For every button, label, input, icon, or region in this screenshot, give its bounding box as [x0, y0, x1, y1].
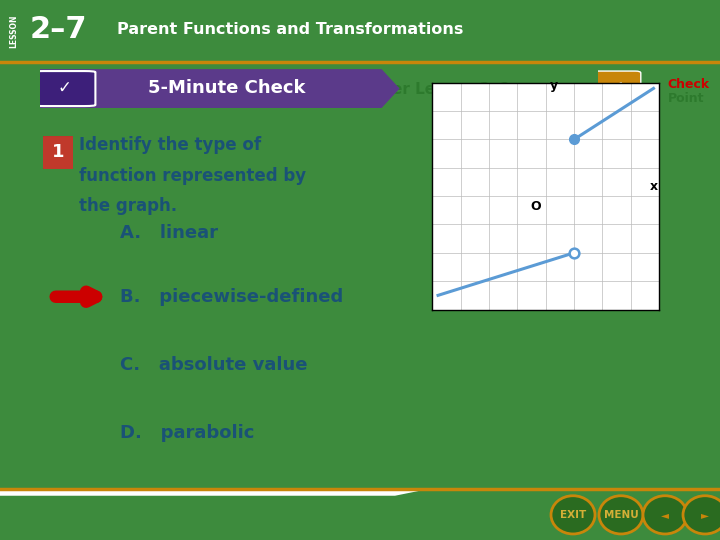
Text: O: O: [531, 200, 541, 213]
Text: Parent Functions and Transformations: Parent Functions and Transformations: [117, 22, 463, 37]
Text: Identify the type of: Identify the type of: [79, 137, 261, 154]
Text: ►: ►: [701, 510, 709, 520]
FancyBboxPatch shape: [32, 71, 95, 106]
Polygon shape: [0, 489, 430, 496]
Text: ✔: ✔: [611, 79, 623, 93]
Ellipse shape: [599, 496, 643, 534]
Text: LESSON: LESSON: [9, 14, 19, 48]
Text: x: x: [649, 180, 657, 193]
Ellipse shape: [643, 496, 687, 534]
Text: C.   absolute value: C. absolute value: [120, 356, 307, 374]
Text: ✓: ✓: [57, 79, 71, 97]
Polygon shape: [40, 69, 400, 108]
FancyBboxPatch shape: [593, 71, 641, 106]
Text: the graph.: the graph.: [79, 197, 177, 215]
Text: 5-Minute Check: 5-Minute Check: [148, 79, 305, 97]
Text: B.   piecewise-defined: B. piecewise-defined: [120, 288, 343, 306]
FancyBboxPatch shape: [42, 136, 75, 170]
Text: EXIT: EXIT: [560, 510, 586, 520]
Text: ◄: ◄: [661, 510, 669, 520]
Text: function represented by: function represented by: [79, 166, 306, 185]
Text: 2–7: 2–7: [30, 15, 86, 44]
Ellipse shape: [551, 496, 595, 534]
Text: Point: Point: [668, 92, 704, 105]
Ellipse shape: [683, 496, 720, 534]
Text: A.   linear: A. linear: [120, 224, 217, 242]
Text: MENU: MENU: [603, 510, 639, 520]
Text: 1: 1: [52, 143, 65, 161]
Text: D.   parabolic: D. parabolic: [120, 424, 254, 442]
Text: Check: Check: [668, 78, 710, 91]
Text: Over Lesson 2–6: Over Lesson 2–6: [369, 82, 509, 97]
Text: y: y: [550, 79, 558, 92]
